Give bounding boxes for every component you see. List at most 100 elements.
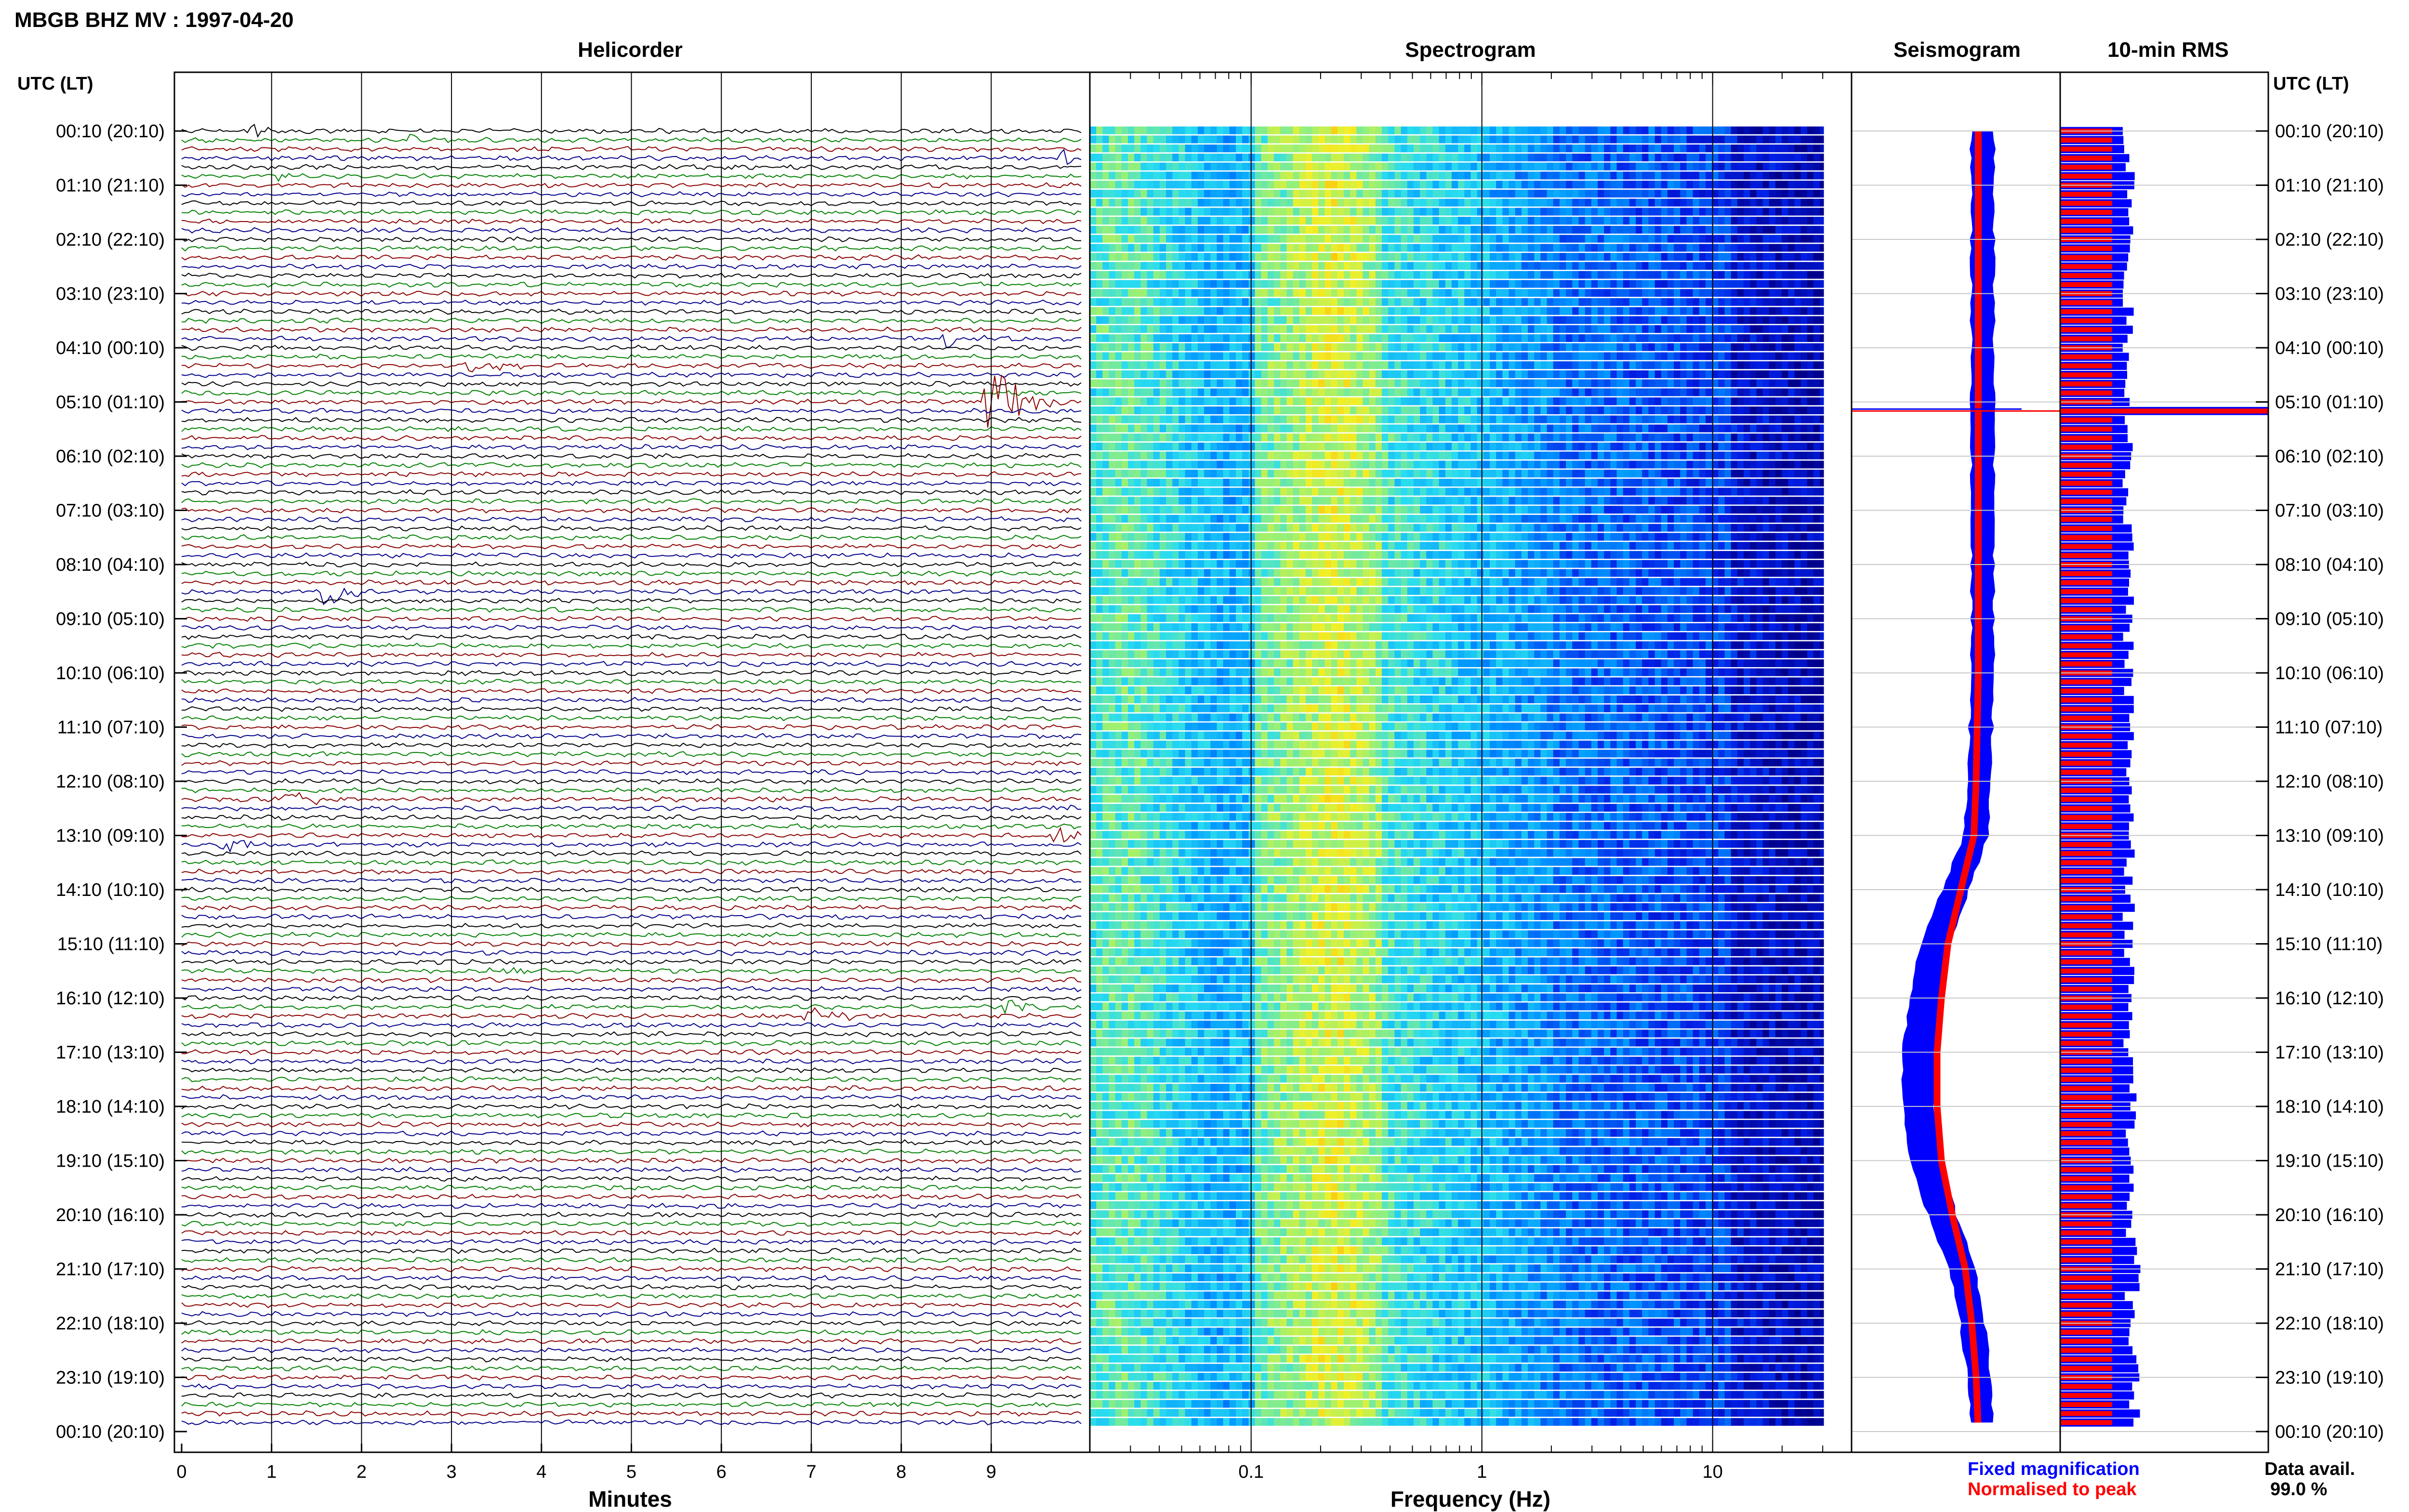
spectrogram-cell xyxy=(1509,470,1516,478)
spectrogram-cell xyxy=(1566,325,1573,333)
spectrogram-cell xyxy=(1293,406,1300,414)
spectrogram-cell xyxy=(1483,225,1490,234)
spectrogram-cell xyxy=(1744,434,1750,442)
spectrogram-cell xyxy=(1452,487,1458,496)
spectrogram-cell xyxy=(1800,225,1808,234)
spectrogram-cell xyxy=(1198,271,1204,279)
spectrogram-cell xyxy=(1261,126,1268,134)
spectrogram-cell xyxy=(1661,370,1668,378)
spectrogram-cell xyxy=(1293,135,1300,144)
spectrogram-cell xyxy=(1648,451,1655,460)
spectrogram-cell xyxy=(1458,361,1465,369)
spectrogram-cell xyxy=(1115,162,1122,171)
spectrogram-cell xyxy=(1680,470,1687,478)
spectrogram-cell xyxy=(1610,370,1617,378)
spectrogram-cell xyxy=(1528,280,1535,288)
spectrogram-cell xyxy=(1210,162,1218,171)
spectrogram-cell xyxy=(1661,145,1668,153)
spectrogram-cell xyxy=(1337,271,1344,279)
spectrogram-cell xyxy=(1413,370,1420,378)
spectrogram-cell xyxy=(1655,434,1662,442)
spectrogram-cell xyxy=(1178,235,1186,243)
spectrogram-cell xyxy=(1477,289,1484,297)
spectrogram-cell xyxy=(1724,343,1732,351)
spectrogram-cell xyxy=(1642,225,1649,234)
spectrogram-cell xyxy=(1236,470,1243,478)
spectrogram-cell xyxy=(1261,442,1268,450)
spectrogram-cell xyxy=(1318,298,1325,306)
spectrogram-cell xyxy=(1344,280,1350,288)
spectrogram-cell xyxy=(1242,181,1249,189)
spectrogram-cell xyxy=(1388,162,1395,171)
spectrogram-cell xyxy=(1363,235,1370,243)
spectrogram-cell xyxy=(1166,189,1173,197)
spectrogram-cell xyxy=(1528,298,1535,306)
spectrogram-cell xyxy=(1286,442,1294,450)
spectrogram-cell xyxy=(1636,145,1642,153)
spectrogram-cell xyxy=(1217,343,1224,351)
spectrogram-cell xyxy=(1153,478,1160,486)
spectrogram-cell xyxy=(1737,145,1744,153)
spectrogram-cell xyxy=(1483,487,1490,496)
spectrogram-cell xyxy=(1553,271,1560,279)
spectrogram-cell xyxy=(1426,280,1433,288)
spectrogram-cell xyxy=(1800,208,1808,216)
spectrogram-cell xyxy=(1337,126,1344,134)
spectrogram-cell xyxy=(1394,434,1402,442)
spectrogram-cell xyxy=(1280,343,1287,351)
spectrogram-cell xyxy=(1413,298,1420,306)
spectrogram-cell xyxy=(1255,470,1262,478)
spectrogram-cell xyxy=(1299,208,1306,216)
spectrogram-cell xyxy=(1578,181,1586,189)
spectrogram-cell xyxy=(1820,316,1824,324)
spectrogram-cell xyxy=(1140,189,1148,197)
spectrogram-cell xyxy=(1559,181,1566,189)
spectrogram-cell xyxy=(1540,189,1548,197)
spectrogram-cell xyxy=(1280,487,1287,496)
spectrogram-cell xyxy=(1439,289,1446,297)
spectrogram-cell xyxy=(1680,244,1687,252)
spectrogram-cell xyxy=(1382,244,1389,252)
spectrogram-cell xyxy=(1693,153,1700,161)
spectrogram-cell xyxy=(1820,289,1824,297)
spectrogram-cell xyxy=(1140,361,1148,369)
spectrogram-cell xyxy=(1312,298,1319,306)
spectrogram-cell xyxy=(1159,415,1166,423)
spectrogram-cell xyxy=(1521,397,1528,406)
spectrogram-cell xyxy=(1159,208,1166,216)
spectrogram-cell xyxy=(1318,181,1325,189)
spectrogram-cell xyxy=(1699,460,1706,469)
spectrogram-cell xyxy=(1769,162,1776,171)
spectrogram-cell xyxy=(1762,145,1770,153)
spectrogram-cell xyxy=(1807,244,1814,252)
spectrogram-cell xyxy=(1712,171,1719,180)
spectrogram-cell xyxy=(1236,235,1243,243)
spectrogram-cell xyxy=(1813,262,1820,270)
spectrogram-cell xyxy=(1128,135,1135,144)
spectrogram-cell xyxy=(1661,162,1668,171)
spectrogram-cell xyxy=(1604,316,1611,324)
spectrogram-cell xyxy=(1350,460,1357,469)
spectrogram-cell xyxy=(1191,289,1198,297)
spectrogram-cell xyxy=(1166,415,1173,423)
spectrogram-cell xyxy=(1553,244,1560,252)
spectrogram-cell xyxy=(1324,280,1332,288)
spectrogram-cell xyxy=(1661,397,1668,406)
spectrogram-cell xyxy=(1724,352,1732,360)
spectrogram-cell xyxy=(1610,135,1617,144)
spectrogram-cell xyxy=(1648,379,1655,387)
spectrogram-cell xyxy=(1496,478,1503,486)
spectrogram-cell xyxy=(1223,208,1230,216)
spectrogram-cell xyxy=(1528,478,1535,486)
spectrogram-cell xyxy=(1820,181,1824,189)
spectrogram-cell xyxy=(1686,126,1694,134)
spectrogram-cell xyxy=(1667,352,1674,360)
spectrogram-cell xyxy=(1623,352,1630,360)
spectrogram-cell xyxy=(1426,379,1433,387)
spectrogram-cell xyxy=(1655,262,1662,270)
spectrogram-cell xyxy=(1553,162,1560,171)
spectrogram-cell xyxy=(1820,271,1824,279)
spectrogram-cell xyxy=(1674,307,1681,315)
spectrogram-cell xyxy=(1667,487,1674,496)
spectrogram-cell xyxy=(1598,397,1604,406)
